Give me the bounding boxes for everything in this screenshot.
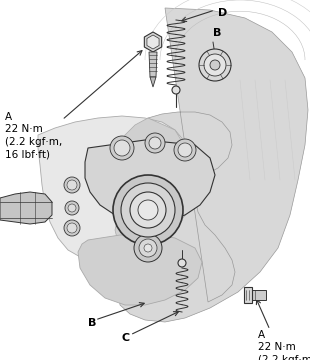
Circle shape: [64, 177, 80, 193]
Polygon shape: [149, 52, 157, 77]
Circle shape: [144, 244, 152, 252]
Circle shape: [134, 234, 162, 262]
Text: B: B: [88, 318, 96, 328]
Polygon shape: [118, 8, 308, 322]
Text: A
22 N·m
(2.2 kgf·m,
16 lbf·ft): A 22 N·m (2.2 kgf·m, 16 lbf·ft): [258, 330, 310, 360]
Polygon shape: [244, 287, 252, 303]
Circle shape: [110, 136, 134, 160]
Circle shape: [65, 201, 79, 215]
Circle shape: [145, 133, 165, 153]
Circle shape: [174, 139, 196, 161]
Circle shape: [178, 259, 186, 267]
Circle shape: [121, 183, 175, 237]
Polygon shape: [244, 290, 266, 300]
Text: B: B: [213, 28, 221, 38]
Polygon shape: [85, 140, 215, 222]
Circle shape: [113, 175, 183, 245]
Text: C: C: [122, 333, 130, 343]
Circle shape: [64, 220, 80, 236]
Polygon shape: [150, 77, 156, 87]
Text: D: D: [218, 8, 227, 18]
Circle shape: [172, 86, 180, 94]
Polygon shape: [147, 35, 159, 49]
Circle shape: [204, 54, 226, 76]
Circle shape: [149, 137, 161, 149]
Circle shape: [199, 49, 231, 81]
Polygon shape: [0, 192, 52, 224]
Polygon shape: [115, 118, 195, 252]
Polygon shape: [38, 116, 195, 262]
Circle shape: [67, 180, 77, 190]
Circle shape: [68, 204, 76, 212]
Circle shape: [139, 239, 157, 257]
Circle shape: [178, 143, 192, 157]
Polygon shape: [144, 32, 162, 52]
Circle shape: [138, 200, 158, 220]
Text: A
22 N·m
(2.2 kgf·m,
16 lbf·ft): A 22 N·m (2.2 kgf·m, 16 lbf·ft): [5, 112, 62, 159]
Circle shape: [210, 60, 220, 70]
Polygon shape: [78, 234, 202, 305]
Circle shape: [114, 140, 130, 156]
Circle shape: [67, 223, 77, 233]
Circle shape: [130, 192, 166, 228]
